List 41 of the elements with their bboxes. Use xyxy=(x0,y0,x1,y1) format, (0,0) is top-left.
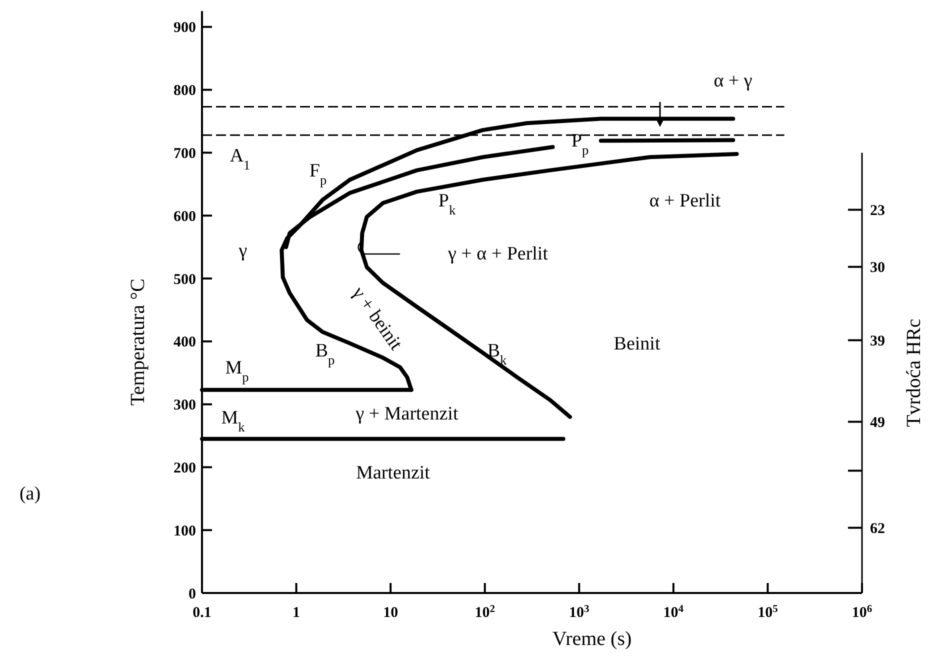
x-tick-label: 10$^{2}$ xyxy=(474,604,495,621)
annotation: P$_{k}$ xyxy=(438,190,456,218)
annotation: B$_{p}$ xyxy=(315,340,336,368)
annotation: Martenzit xyxy=(356,462,431,484)
y-tick-label: 600 xyxy=(174,208,196,225)
y-tick-label: 400 xyxy=(174,334,196,351)
x-tick-label: 10$^{6}$ xyxy=(852,604,872,621)
annotation: M$_{p}$ xyxy=(225,358,250,384)
text: (a) xyxy=(19,484,41,505)
y-tick-label: 700 xyxy=(174,146,196,162)
annotation: α + γ xyxy=(714,70,752,92)
y2-tick-label: 62 xyxy=(870,521,885,538)
annotation: M$_{k}$ xyxy=(221,408,246,434)
annotation: B$_{k}$ xyxy=(487,340,508,368)
y2-tick-label: 30 xyxy=(870,260,885,276)
annotation: Beinit xyxy=(614,334,661,355)
annotation: γ xyxy=(238,240,248,262)
annotation: γ + Martenzit xyxy=(354,404,459,425)
y-tick-label: 0 xyxy=(188,586,196,602)
y-tick-label: 200 xyxy=(174,460,196,476)
y2-tick-label: 49 xyxy=(870,415,885,432)
y2-tick-label: 23 xyxy=(870,203,885,220)
y-tick-label: 300 xyxy=(174,398,196,414)
x-tick-label: 10$^{4}$ xyxy=(663,604,684,621)
y-tick-label: 500 xyxy=(174,272,196,288)
x-tick-label: 10$^{3}$ xyxy=(569,604,590,621)
y2-tick-label: 39 xyxy=(870,333,885,350)
annotation: α + Perlit xyxy=(649,190,722,212)
x-axis-title: Vreme (s) xyxy=(552,628,632,650)
annotation: γ + α + Perlit xyxy=(447,244,549,265)
y-tick-label: 900 xyxy=(174,20,196,36)
x-tick-label: 1 xyxy=(292,605,300,621)
x-tick-label: 0.1 xyxy=(192,605,212,621)
y2-axis-title: Tvrdoća HRc xyxy=(903,318,925,427)
y-tick-label: 100 xyxy=(174,523,196,540)
y-axis-title: Temperatura °C xyxy=(127,278,149,406)
x-tick-label: 10 xyxy=(383,605,398,621)
x-tick-label: 10$^{5}$ xyxy=(758,604,778,621)
annotation: A$_{1}$ xyxy=(230,146,250,172)
annotation: F$_{p}$ xyxy=(309,160,327,188)
y-tick-label: 800 xyxy=(174,83,196,100)
